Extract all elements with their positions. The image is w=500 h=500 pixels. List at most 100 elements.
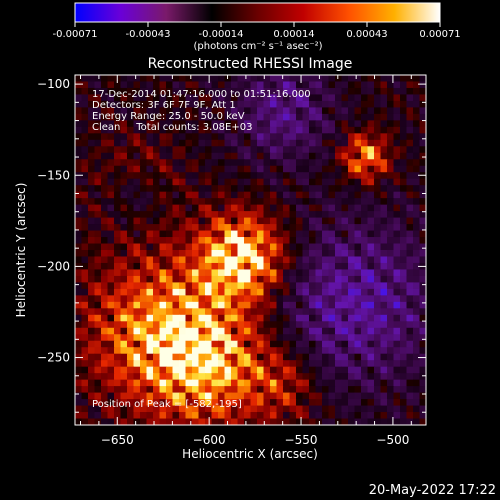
heatmap-cell: [198, 262, 206, 271]
heatmap-cell: [114, 392, 122, 400]
heatmap-cell: [263, 275, 271, 284]
heatmap-cell: [205, 172, 213, 180]
heatmap-cell: [400, 172, 408, 180]
heatmap-cell: [283, 327, 291, 335]
heatmap-cell: [159, 366, 167, 374]
heatmap-cell: [348, 178, 356, 186]
heatmap-cell: [367, 314, 375, 322]
heatmap-cell: [289, 191, 297, 199]
heatmap-cell: [166, 172, 174, 180]
heatmap-cell: [270, 379, 278, 387]
heatmap-cell: [374, 126, 382, 134]
heatmap-cell: [198, 94, 206, 102]
heatmap-cell: [166, 360, 174, 368]
heatmap-cell: [296, 262, 304, 271]
heatmap-cell: [400, 418, 408, 425]
heatmap-cell: [367, 237, 375, 245]
heatmap-cell: [172, 133, 180, 141]
heatmap-cell: [185, 399, 193, 407]
heatmap-cell: [400, 178, 408, 186]
heatmap-cell: [218, 256, 226, 264]
heatmap-cell: [166, 107, 174, 115]
heatmap-cell: [146, 191, 154, 199]
heatmap-cell: [315, 250, 323, 258]
heatmap-cell: [192, 100, 200, 109]
heatmap-cell: [107, 308, 115, 316]
heatmap-cell: [354, 81, 362, 89]
heatmap-cell: [270, 340, 278, 348]
heatmap-cell: [315, 159, 323, 167]
heatmap-cell: [257, 178, 265, 186]
heatmap-cell: [322, 340, 330, 348]
heatmap-cell: [192, 340, 200, 348]
heatmap-cell: [367, 133, 375, 141]
heatmap-cell: [289, 120, 297, 128]
heatmap-cell: [289, 314, 297, 322]
heatmap-cell: [374, 133, 382, 141]
heatmap-cell: [283, 340, 291, 348]
heatmap-cell: [101, 418, 109, 425]
heatmap-cell: [419, 159, 426, 167]
heatmap-cell: [283, 288, 291, 296]
heatmap-cell: [159, 250, 167, 258]
heatmap-cell: [367, 120, 375, 128]
heatmap-cell: [224, 347, 232, 355]
heatmap-cell: [159, 107, 167, 115]
heatmap-cell: [400, 87, 408, 96]
heatmap-cell: [257, 288, 265, 296]
heatmap-cell: [315, 126, 323, 134]
heatmap-cell: [419, 288, 426, 296]
heatmap-cell: [315, 386, 323, 394]
heatmap-cell: [322, 120, 330, 128]
heatmap-cell: [198, 334, 206, 342]
heatmap-cell: [179, 159, 187, 167]
heatmap-cell: [302, 191, 310, 199]
heatmap-cell: [283, 100, 291, 109]
heatmap-cell: [400, 334, 408, 342]
heatmap-cell: [400, 204, 408, 212]
heatmap-cell: [237, 269, 245, 277]
heatmap-cell: [302, 321, 310, 329]
heatmap-cell: [179, 379, 187, 387]
heatmap-cell: [283, 75, 291, 83]
heatmap-cell: [400, 373, 408, 381]
heatmap-cell: [237, 146, 245, 154]
heatmap-cell: [185, 392, 193, 400]
heatmap-cell: [81, 81, 89, 89]
heatmap-cell: [192, 185, 200, 193]
heatmap-cell: [367, 340, 375, 348]
heatmap-cell: [315, 373, 323, 381]
heatmap-cell: [393, 204, 401, 212]
heatmap-cell: [172, 288, 180, 296]
heatmap-cell: [289, 262, 297, 271]
heatmap-cell: [335, 256, 343, 264]
heatmap-cell: [413, 327, 421, 335]
heatmap-cell: [341, 87, 349, 96]
heatmap-cell: [153, 172, 161, 180]
heatmap-cell: [120, 198, 128, 206]
heatmap-cell: [263, 405, 271, 413]
heatmap-cell: [88, 347, 96, 355]
heatmap-cell: [263, 308, 271, 316]
heatmap-cell: [250, 314, 258, 322]
heatmap-cell: [153, 256, 161, 264]
heatmap-cell: [244, 87, 252, 96]
heatmap-cell: [120, 120, 128, 128]
heatmap-cell: [283, 314, 291, 322]
heatmap-cell: [198, 107, 206, 115]
heatmap-cell: [283, 256, 291, 264]
heatmap-cell: [140, 230, 148, 238]
heatmap-cell: [380, 165, 388, 173]
heatmap-cell: [231, 185, 239, 193]
heatmap-cell: [88, 198, 96, 206]
heatmap-cell: [413, 366, 421, 374]
heatmap-cell: [244, 133, 252, 141]
heatmap-cell: [101, 282, 109, 290]
heatmap-cell: [166, 250, 174, 258]
heatmap-cell: [140, 185, 148, 193]
heatmap-cell: [192, 107, 200, 115]
heatmap-cell: [185, 366, 193, 374]
heatmap-cell: [361, 146, 369, 154]
heatmap-cell: [120, 314, 128, 322]
heatmap-cell: [114, 211, 122, 219]
